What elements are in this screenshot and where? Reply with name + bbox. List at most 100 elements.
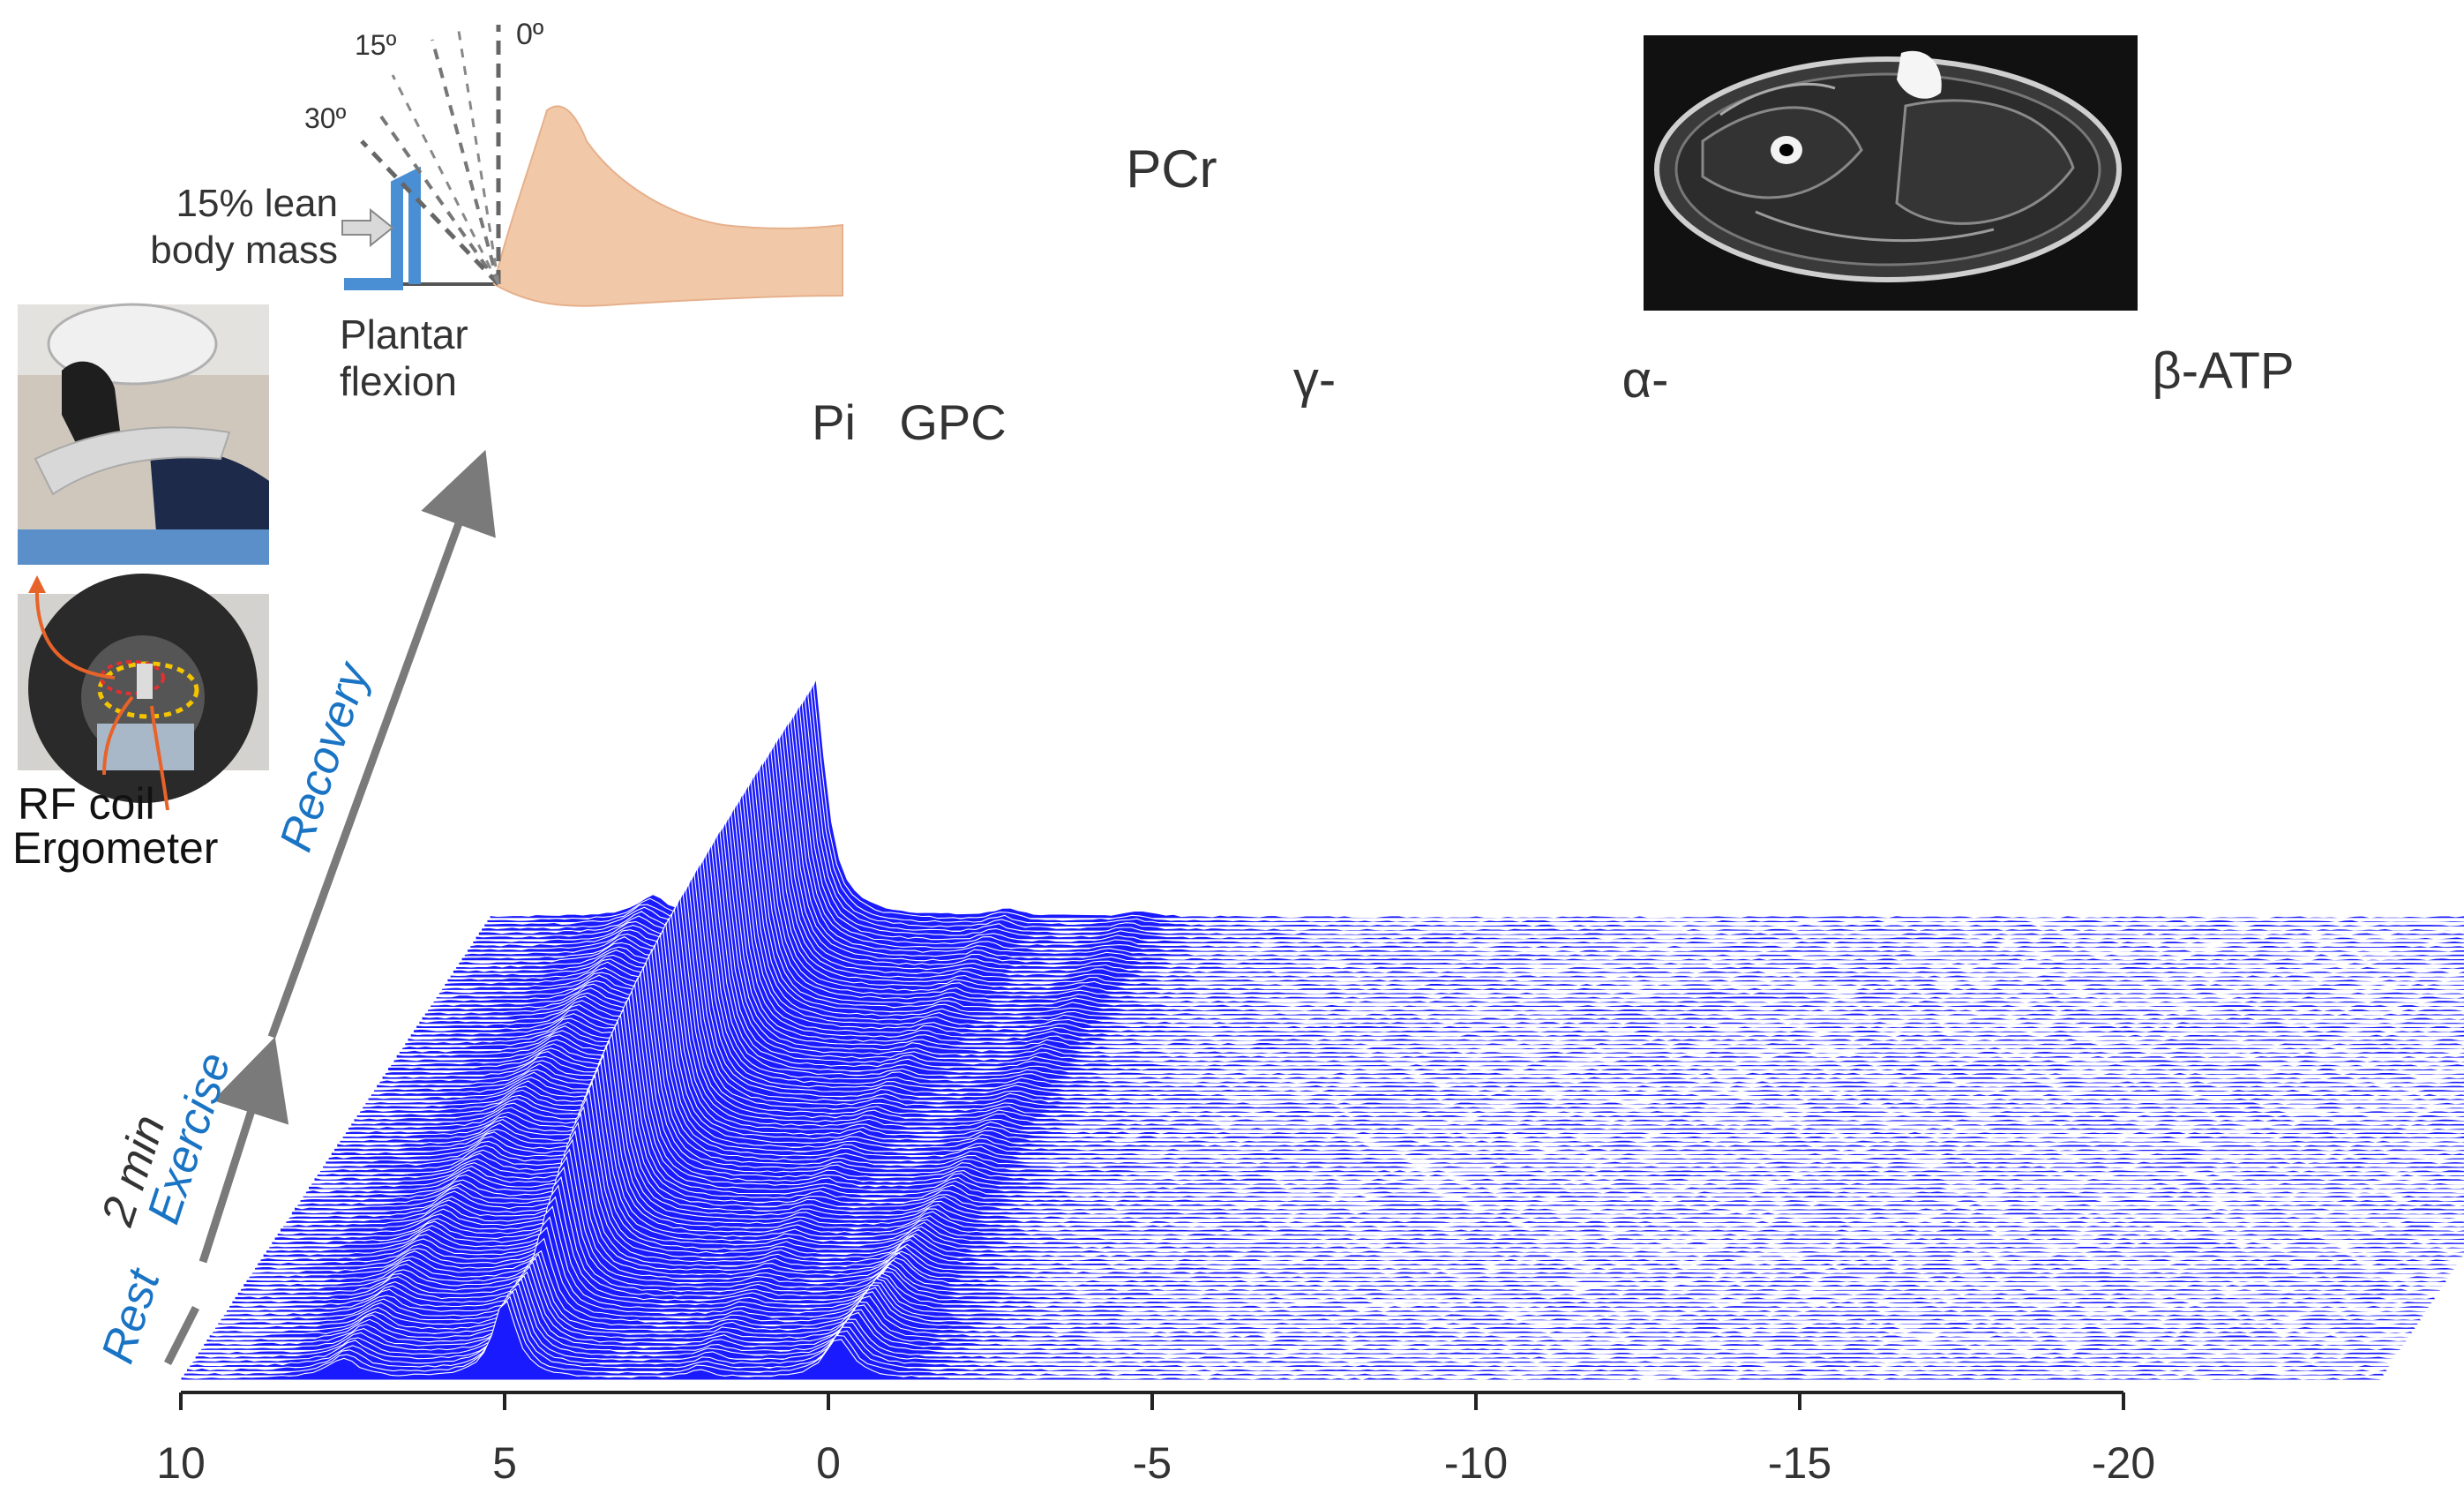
spectrum-trace — [206, 1261, 2410, 1343]
spectrum-trace — [401, 816, 2464, 1051]
spectrum-trace — [248, 1130, 2451, 1280]
spectrum-trace — [435, 761, 2464, 1000]
spectrum-trace — [288, 1024, 2464, 1220]
spectrum-trace — [333, 932, 2464, 1152]
spectrum-trace — [211, 1253, 2415, 1334]
spectrum-trace — [285, 1032, 2464, 1224]
spectrum-trace — [217, 1237, 2421, 1326]
angle-label-15: 15º — [355, 29, 397, 61]
spectrum-trace — [458, 726, 2464, 966]
spectrum-trace — [469, 709, 2464, 949]
spectrum-trace — [268, 1074, 2464, 1250]
spectrum-trace — [477, 697, 2464, 936]
movement-label-line2: flexion — [340, 358, 457, 404]
spectrum-trace — [356, 892, 2464, 1118]
spectrum-trace — [245, 1138, 2449, 1284]
peak-label-pi: Pi — [812, 394, 856, 450]
x-tick-label: 5 — [492, 1438, 517, 1488]
spectrum-trace — [466, 714, 2464, 953]
spectrum-trace — [197, 1275, 2400, 1355]
spectrum-trace — [191, 1282, 2394, 1364]
spectrum-trace — [407, 807, 2464, 1042]
spectrum-trace — [243, 1148, 2445, 1287]
spectrum-trace — [421, 784, 2464, 1021]
spectrum-trace — [426, 774, 2464, 1012]
spectrum-trace — [347, 906, 2464, 1131]
spectrum-trace — [378, 853, 2464, 1084]
spectrum-trace — [353, 897, 2464, 1122]
spectrum-trace — [271, 1067, 2464, 1245]
x-tick-label: 0 — [816, 1438, 841, 1488]
foot-plate — [344, 166, 421, 290]
spectrum-trace — [189, 1287, 2393, 1369]
spectrum-trace — [423, 780, 2464, 1017]
spectrum-trace — [364, 877, 2464, 1106]
angle-label-0: 0º — [516, 18, 543, 51]
spectrum-trace — [194, 1278, 2397, 1360]
photo-label-rf-coil: RF coil — [18, 779, 155, 829]
spectrum-trace — [418, 789, 2464, 1025]
angle-label-30: 30º — [304, 102, 347, 134]
spectrum-trace — [463, 718, 2464, 957]
load-label-line2: body mass — [150, 229, 338, 272]
rest-segment — [163, 1305, 200, 1366]
spectrum-trace — [225, 1205, 2429, 1313]
spectrum-trace — [409, 802, 2464, 1038]
force-arrow — [341, 207, 394, 248]
spectrum-trace — [393, 829, 2464, 1063]
spectrum-trace — [213, 1250, 2418, 1330]
spectrum-trace — [316, 965, 2464, 1178]
spectrum-trace — [222, 1216, 2427, 1317]
photo-label-ergometer: Ergometer — [12, 823, 218, 873]
x-tick-label: -15 — [1768, 1438, 1831, 1488]
spectrum-trace — [472, 704, 2464, 945]
spectrum-trace — [180, 1300, 2383, 1381]
spectrum-trace — [322, 954, 2464, 1169]
spectrum-trace — [257, 1106, 2460, 1266]
spectrum-trace — [362, 882, 2464, 1110]
spectrum-trace — [234, 1175, 2438, 1301]
peak-label-gpc: GPC — [899, 394, 1006, 450]
spectrum-trace — [251, 1121, 2454, 1275]
spectrum-trace — [259, 1097, 2462, 1263]
spectrum-trace — [296, 1007, 2464, 1207]
spectrum-trace — [446, 744, 2464, 983]
peak-label-alpha-atp: α- — [1622, 351, 1669, 409]
ergometer-pointer — [150, 705, 169, 811]
spectrum-trace — [430, 770, 2464, 1009]
spectrum-trace — [370, 867, 2464, 1097]
spectrum-trace — [372, 862, 2464, 1093]
spectrum-trace — [452, 735, 2464, 974]
spectrum-trace — [330, 938, 2464, 1157]
spectrum-trace — [455, 731, 2464, 970]
x-ticks: 10 5 0 -5 -10 -15 -20 — [156, 1392, 2155, 1488]
plantar-flexion-illustration — [341, 25, 843, 307]
spectrum-trace — [336, 927, 2464, 1148]
spectrum-trace — [325, 948, 2464, 1165]
spectrum-trace — [279, 1045, 2464, 1233]
x-tick-label: 10 — [156, 1438, 206, 1488]
spectrum-trace — [253, 1112, 2457, 1271]
spectrum-trace — [350, 903, 2464, 1127]
spectrum-trace — [318, 960, 2464, 1174]
spectrum-trace — [449, 739, 2464, 979]
peak-label-beta-atp: β-ATP — [2152, 342, 2294, 400]
spectrum-trace — [376, 859, 2464, 1089]
spectrum-trace — [262, 1088, 2464, 1258]
spectrum-trace — [203, 1265, 2408, 1347]
coil-pointer-arrow — [34, 583, 116, 679]
spectrum-trace — [486, 683, 2464, 924]
spectrum-trace — [384, 844, 2464, 1076]
recovery-arrow — [267, 449, 496, 1039]
peak-label-gamma-atp: γ- — [1293, 351, 1336, 409]
movement-label-line1: Plantar — [340, 311, 468, 357]
spectrum-trace — [307, 982, 2464, 1190]
spectrum-trace — [398, 821, 2464, 1054]
spectrum-trace — [483, 687, 2464, 927]
spectrum-trace — [416, 792, 2464, 1030]
spectrum-trace — [386, 839, 2464, 1072]
rf-coil-pointer — [102, 695, 134, 776]
spectrum-trace — [199, 1271, 2405, 1351]
spectrum-trace — [412, 799, 2464, 1033]
